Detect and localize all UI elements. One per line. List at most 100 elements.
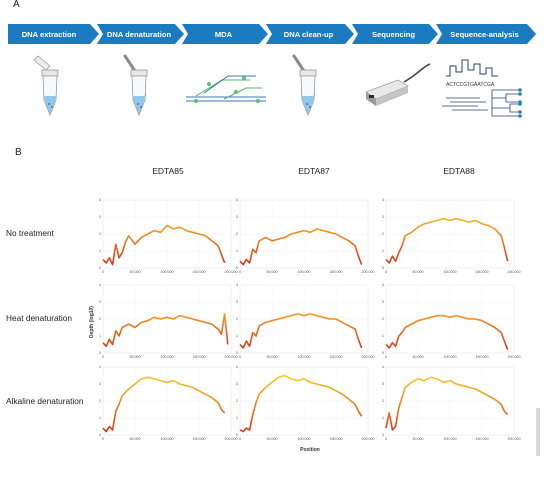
x-tick-label: 150,000	[476, 355, 489, 359]
x-tick-label: 0	[102, 355, 104, 359]
y-tick-label: 4	[236, 365, 238, 369]
pipette-tube-icon	[292, 54, 317, 117]
x-tick-label: 100,000	[161, 270, 174, 274]
depth-series-line	[385, 314, 509, 350]
y-tick-label: 3	[382, 382, 384, 386]
x-tick-label: 50,000	[413, 355, 424, 359]
x-tick-label: 100,000	[161, 437, 174, 441]
x-tick-label: 50,000	[267, 270, 278, 274]
x-tick-label: 50,000	[130, 270, 141, 274]
x-tick-label: 200,000	[508, 270, 521, 274]
depth-series-line	[385, 376, 509, 431]
pipeline-diagram: DNA extraction DNA denaturation MDA DNA cle…	[8, 24, 536, 118]
pipeline-step-label: MDA	[215, 30, 233, 39]
depth-series-line	[102, 224, 226, 266]
y-tick-label: 1	[236, 416, 238, 420]
sequence-text: ACTCCGTGAATCGA	[446, 82, 495, 88]
y-tick-label: 1	[99, 416, 101, 420]
x-tick-label: 150,000	[193, 270, 206, 274]
y-tick-label: 0	[99, 266, 101, 270]
y-tick-label: 4	[382, 365, 384, 369]
x-axis-title: Position	[300, 447, 320, 453]
depth-series-line	[102, 313, 229, 347]
coverage-panel-edta87-1: 0 1 2 3 4 0 50,000 100,000 150,000 200,000	[236, 198, 375, 274]
scroll-bracket	[536, 408, 540, 456]
y-tick-label: 0	[236, 433, 238, 437]
x-tick-label: 0	[385, 437, 387, 441]
y-tick-label: 2	[99, 317, 101, 321]
y-tick-label: 4	[382, 283, 384, 287]
y-tick-label: 3	[236, 215, 238, 219]
row-label-no-treatment: No treatment	[6, 228, 54, 238]
panel-a-letter: A	[13, 0, 20, 10]
x-tick-label: 200,000	[362, 355, 375, 359]
pipeline-step-6: Sequence-analysis	[436, 24, 536, 44]
coverage-panel-edta88-1: 0 1 2 3 4 0 50,000 100,000 150,000 200,000	[382, 198, 521, 274]
y-tick-label: 1	[99, 334, 101, 338]
y-tick-label: 2	[236, 232, 238, 236]
y-tick-label: 4	[382, 198, 384, 202]
depth-series-line	[239, 374, 363, 433]
column-title-edta88: EDTA88	[443, 166, 475, 176]
x-tick-label: 100,000	[298, 437, 311, 441]
pipeline-step-5: Sequencing	[352, 24, 438, 44]
pipeline-step-label: Sequence-analysis	[450, 30, 518, 39]
y-tick-label: 3	[382, 215, 384, 219]
x-tick-label: 150,000	[476, 270, 489, 274]
x-tick-label: 50,000	[413, 437, 424, 441]
y-tick-label: 2	[99, 232, 101, 236]
coverage-panel-edta87-2: 0 1 2 3 4 0 50,000 100,000 150,000 200,000	[236, 283, 375, 359]
y-tick-label: 4	[236, 283, 238, 287]
x-tick-label: 0	[102, 437, 104, 441]
y-tick-label: 3	[236, 382, 238, 386]
x-tick-label: 200,000	[225, 355, 238, 359]
x-tick-label: 0	[239, 270, 241, 274]
y-tick-label: 3	[382, 300, 384, 304]
x-tick-label: 0	[385, 270, 387, 274]
x-tick-label: 100,000	[444, 355, 457, 359]
y-tick-label: 4	[99, 283, 101, 287]
depth-series-line	[239, 228, 363, 266]
y-tick-label: 0	[382, 266, 384, 270]
coverage-panel-edta85-2: 0 1 2 3 4 0 50,000 100,000 150,000 200,000	[99, 283, 238, 359]
step-arrow-shape	[266, 24, 354, 44]
x-tick-label: 0	[239, 437, 241, 441]
x-tick-label: 150,000	[330, 437, 343, 441]
pipeline-step-label: DNA denaturation	[107, 30, 172, 39]
panel-b-letter: B	[15, 147, 22, 158]
y-tick-label: 2	[382, 317, 384, 321]
y-tick-label: 4	[99, 365, 101, 369]
x-tick-label: 100,000	[298, 270, 311, 274]
coverage-panel-edta87-3: 0 1 2 3 4 0 50,000 100,000 150,000 200,000	[236, 365, 375, 441]
y-axis-title: Depth (log10)	[89, 306, 95, 338]
x-tick-label: 200,000	[225, 270, 238, 274]
y-tick-label: 3	[99, 215, 101, 219]
sequencer-icon	[365, 63, 431, 106]
y-tick-label: 2	[382, 232, 384, 236]
x-tick-label: 150,000	[330, 270, 343, 274]
pipette-tube-icon	[123, 54, 148, 117]
x-tick-label: 100,000	[444, 437, 457, 441]
y-tick-label: 2	[236, 399, 238, 403]
x-tick-label: 100,000	[298, 355, 311, 359]
step-arrow-shape	[182, 24, 268, 44]
pipeline-step-label: DNA clean-up	[284, 30, 334, 39]
x-tick-label: 100,000	[444, 270, 457, 274]
pipeline-step-3: MDA	[182, 24, 268, 44]
amplification-strands-icon	[186, 75, 266, 103]
x-tick-label: 50,000	[267, 437, 278, 441]
x-tick-label: 50,000	[267, 355, 278, 359]
y-tick-label: 1	[382, 249, 384, 253]
step-arrow-shape	[97, 24, 184, 44]
step-arrow-shape	[436, 24, 536, 44]
y-tick-label: 1	[382, 416, 384, 420]
x-tick-label: 200,000	[362, 270, 375, 274]
y-tick-label: 3	[236, 300, 238, 304]
y-tick-label: 3	[99, 382, 101, 386]
y-tick-label: 1	[382, 334, 384, 338]
step-arrow-shape	[8, 24, 99, 44]
x-tick-label: 200,000	[508, 355, 521, 359]
coverage-panel-edta85-3: 0 1 2 3 4 0 50,000 100,000 150,000 200,000	[99, 365, 238, 441]
x-tick-label: 150,000	[476, 437, 489, 441]
